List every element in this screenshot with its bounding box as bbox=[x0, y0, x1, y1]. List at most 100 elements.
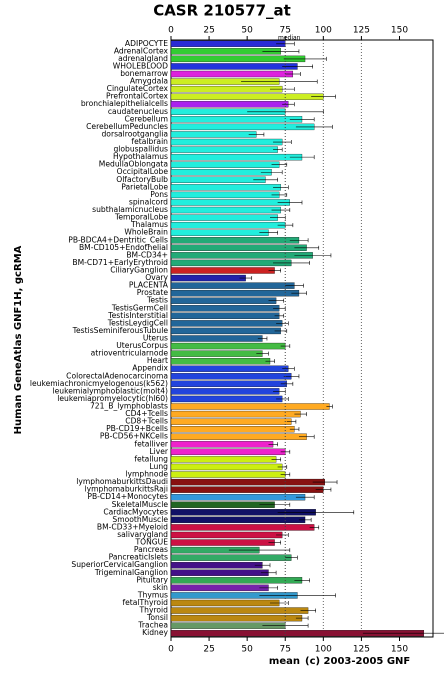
category-label: SkeletalMuscle bbox=[112, 500, 169, 509]
bar bbox=[170, 70, 294, 78]
bar bbox=[170, 206, 281, 214]
bar bbox=[170, 282, 295, 289]
category-label: UterusCorpus bbox=[116, 341, 168, 350]
category-label: BM-CD33+Myeloid bbox=[97, 522, 168, 531]
bar bbox=[170, 584, 269, 592]
category-label: lymphomaburkittsDaudi bbox=[76, 477, 168, 486]
bar bbox=[170, 176, 266, 183]
bar bbox=[170, 501, 275, 508]
category-label: Pancreas bbox=[134, 545, 168, 554]
bar bbox=[170, 252, 313, 259]
category-label: AdrenalCortex bbox=[114, 46, 169, 55]
category-label: 721_B_lymphoblasts bbox=[90, 402, 168, 411]
category-label: Thymus bbox=[137, 590, 168, 599]
category-label: skin bbox=[153, 583, 168, 592]
category-label: leukemiachronicmyelogenous(k562) bbox=[30, 379, 168, 388]
category-label: Pons bbox=[150, 190, 168, 199]
category-label: PB-CD56+NKCells bbox=[100, 432, 168, 441]
bar bbox=[170, 554, 292, 561]
bar bbox=[170, 85, 283, 93]
bar bbox=[170, 441, 274, 448]
category-label: ColorectalAdenocarcinoma bbox=[66, 371, 168, 380]
bar bbox=[170, 418, 292, 425]
category-label: OccipitalLobe bbox=[117, 167, 169, 176]
bar bbox=[170, 169, 272, 176]
category-label: Uterus bbox=[143, 334, 168, 343]
category-label: bonemarrow bbox=[120, 69, 168, 78]
category-label: globuspallidus bbox=[113, 145, 168, 154]
bar bbox=[170, 524, 315, 531]
bar bbox=[170, 153, 303, 161]
category-label: CD8+Tcells bbox=[125, 417, 168, 426]
x-tick-label-bottom: 100 bbox=[315, 645, 332, 655]
bar bbox=[170, 357, 271, 365]
bar bbox=[170, 426, 295, 433]
bar bbox=[170, 131, 257, 138]
category-label: Cerebellum bbox=[124, 114, 168, 123]
bar bbox=[170, 161, 280, 168]
bar bbox=[170, 373, 292, 380]
bar bbox=[170, 478, 325, 486]
category-label: Heart bbox=[147, 356, 168, 365]
category-label: Thalamus bbox=[130, 220, 168, 229]
chart-title: CASR 210577_at bbox=[153, 2, 291, 20]
bar bbox=[170, 116, 303, 123]
category-label: WHOLEBLOOD bbox=[113, 61, 168, 70]
x-tick-label-bottom: 125 bbox=[353, 645, 370, 655]
bar bbox=[170, 191, 280, 199]
category-label: Trachea bbox=[137, 621, 168, 630]
category-label: CD4+Tcells bbox=[125, 409, 168, 418]
category-label: OlfactoryBulb bbox=[116, 175, 168, 184]
category-label: PB-BDCA4+Dentritic_Cells bbox=[68, 235, 168, 244]
bar bbox=[170, 93, 324, 100]
category-label: PLACENTA bbox=[129, 281, 169, 290]
bar bbox=[170, 237, 300, 244]
bar bbox=[170, 274, 246, 282]
category-label: lymphnode bbox=[125, 470, 168, 479]
x-tick-label-top: 125 bbox=[353, 26, 370, 36]
bar bbox=[170, 101, 289, 108]
bar bbox=[170, 410, 301, 418]
x-tick-label-bottom: 0 bbox=[168, 645, 174, 655]
category-label: Thyroid bbox=[139, 606, 169, 615]
bar bbox=[170, 463, 283, 471]
category-label: ParietalLobe bbox=[121, 182, 168, 191]
category-label: lymphomaburkittsRaji bbox=[85, 485, 169, 494]
category-label: PrefrontalCortex bbox=[106, 92, 168, 101]
category-label: Ovary bbox=[145, 273, 168, 282]
bar bbox=[170, 221, 286, 229]
category-label: MedullaOblongata bbox=[99, 160, 168, 169]
category-label: SmoothMuscle bbox=[112, 515, 168, 524]
category-label: CerebellumPeduncles bbox=[86, 122, 168, 131]
category-label: fetalliver bbox=[134, 439, 168, 448]
bar bbox=[170, 380, 287, 388]
bar bbox=[170, 123, 315, 131]
category-label: TestisGermCell bbox=[111, 303, 168, 312]
bar bbox=[170, 335, 263, 342]
category-label: atrioventricularnode bbox=[91, 349, 169, 358]
category-label: TONGUE bbox=[134, 538, 168, 547]
bar bbox=[170, 403, 330, 410]
category-label: BM-CD71+EarlyErythroid bbox=[72, 258, 168, 267]
bar bbox=[170, 486, 324, 493]
category-label: TestisLeydigCell bbox=[107, 318, 168, 327]
bar bbox=[170, 614, 303, 622]
category-label: Liver bbox=[149, 447, 169, 456]
bar bbox=[170, 388, 280, 395]
category-label: subthalamicnucleus bbox=[92, 205, 168, 214]
x-tick-label-top: 0 bbox=[168, 26, 174, 36]
category-label: CiliaryGanglion bbox=[110, 265, 168, 274]
category-label: WholeBrain bbox=[124, 228, 168, 237]
category-label: TrigeminalGanglion bbox=[94, 568, 168, 577]
category-label: TestisInterstitial bbox=[107, 311, 168, 320]
category-label: Hypothalamus bbox=[113, 152, 168, 161]
bar bbox=[170, 433, 307, 440]
x-tick-label-top: 100 bbox=[315, 26, 332, 36]
category-label: fetalThyroid bbox=[122, 598, 168, 607]
category-label: PancreaticIslets bbox=[109, 553, 168, 562]
category-label: BM-CD105+Endothelial bbox=[79, 243, 168, 252]
bar bbox=[170, 214, 278, 221]
category-label: ADIPOCYTE bbox=[125, 39, 168, 48]
category-label: fetalbrain bbox=[131, 137, 168, 146]
